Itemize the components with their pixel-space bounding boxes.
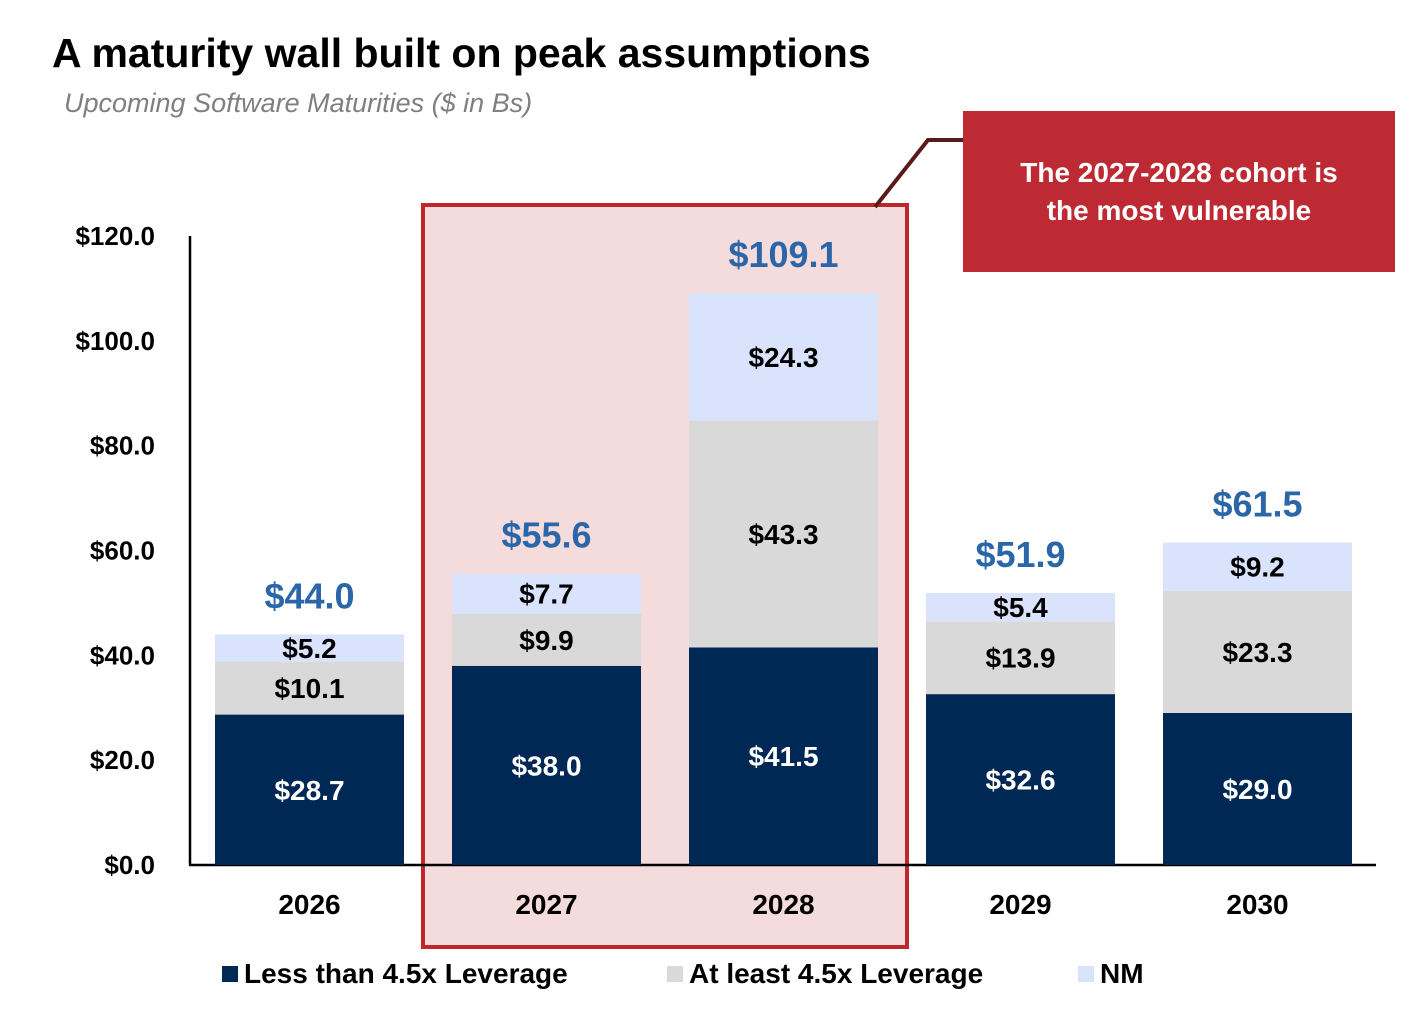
total-label: $109.1 xyxy=(728,234,838,275)
data-label: $24.3 xyxy=(748,342,818,373)
data-label: $28.7 xyxy=(274,775,344,806)
bar-2030-1 xyxy=(1163,590,1352,713)
bar-2026-2 xyxy=(215,634,404,662)
data-label: $29.0 xyxy=(1222,774,1292,805)
legend-label: At least 4.5x Leverage xyxy=(689,958,984,989)
x-tick-label: 2028 xyxy=(752,889,814,920)
legend-item-less: Less than 4.5x Leverage xyxy=(222,958,568,990)
legend-swatch xyxy=(667,966,683,982)
total-label: $55.6 xyxy=(501,515,591,556)
legend-swatch xyxy=(222,966,238,982)
bar-2030-2 xyxy=(1163,542,1352,591)
data-label: $9.9 xyxy=(519,625,574,656)
callout-line-1: The 2027-2028 cohort is xyxy=(1020,156,1338,188)
x-tick-label: 2027 xyxy=(515,889,577,920)
data-label: $10.1 xyxy=(274,673,344,704)
y-tick-label: $20.0 xyxy=(90,745,155,775)
data-label: $9.2 xyxy=(1230,552,1285,583)
total-label: $51.9 xyxy=(975,534,1065,575)
data-label: $32.6 xyxy=(985,765,1055,796)
data-label: $38.0 xyxy=(511,750,581,781)
bar-2029-0 xyxy=(926,694,1115,865)
bar-2030-0 xyxy=(1163,712,1352,865)
legend-swatch xyxy=(1078,966,1094,982)
bar-2026-1 xyxy=(215,661,404,715)
data-label: $5.4 xyxy=(993,592,1048,623)
y-tick-label: $80.0 xyxy=(90,431,155,461)
legend-label: Less than 4.5x Leverage xyxy=(244,958,568,989)
y-tick-label: $100.0 xyxy=(75,326,155,356)
bar-2029-1 xyxy=(926,621,1115,695)
callout-box: The 2027-2028 cohort is the most vulnerab… xyxy=(963,111,1395,272)
bar-2028-2 xyxy=(689,293,878,421)
bar-2027-1 xyxy=(452,613,641,666)
legend-item-atleast: At least 4.5x Leverage xyxy=(667,958,983,990)
callout-line-2: the most vulnerable xyxy=(1046,194,1312,226)
bar-2027-0 xyxy=(452,665,641,865)
x-tick-label: 2026 xyxy=(278,889,340,920)
data-label: $23.3 xyxy=(1222,637,1292,668)
bar-2029-2 xyxy=(926,592,1115,622)
bar-2026-0 xyxy=(215,714,404,865)
total-label: $44.0 xyxy=(264,575,354,616)
bar-2028-0 xyxy=(689,647,878,865)
total-label: $61.5 xyxy=(1212,484,1302,525)
x-tick-label: 2030 xyxy=(1226,889,1288,920)
y-tick-label: $120.0 xyxy=(75,221,155,251)
y-tick-label: $60.0 xyxy=(90,536,155,566)
legend-label: NM xyxy=(1100,958,1144,989)
bar-2027-2 xyxy=(452,573,641,614)
callout-connector xyxy=(873,138,963,209)
chart-subtitle: Upcoming Software Maturities ($ in Bs) xyxy=(64,88,533,118)
y-tick-label: $40.0 xyxy=(90,640,155,670)
x-tick-label: 2029 xyxy=(989,889,1051,920)
data-label: $7.7 xyxy=(519,579,574,610)
legend-item-nm: NM xyxy=(1078,958,1144,990)
data-label: $41.5 xyxy=(748,741,818,772)
data-label: $43.3 xyxy=(748,519,818,550)
data-label: $5.2 xyxy=(282,633,337,664)
y-tick-label: $0.0 xyxy=(104,850,155,880)
chart-title: A maturity wall built on peak assumption… xyxy=(52,30,871,76)
bar-2028-1 xyxy=(689,420,878,648)
data-label: $13.9 xyxy=(985,643,1055,674)
